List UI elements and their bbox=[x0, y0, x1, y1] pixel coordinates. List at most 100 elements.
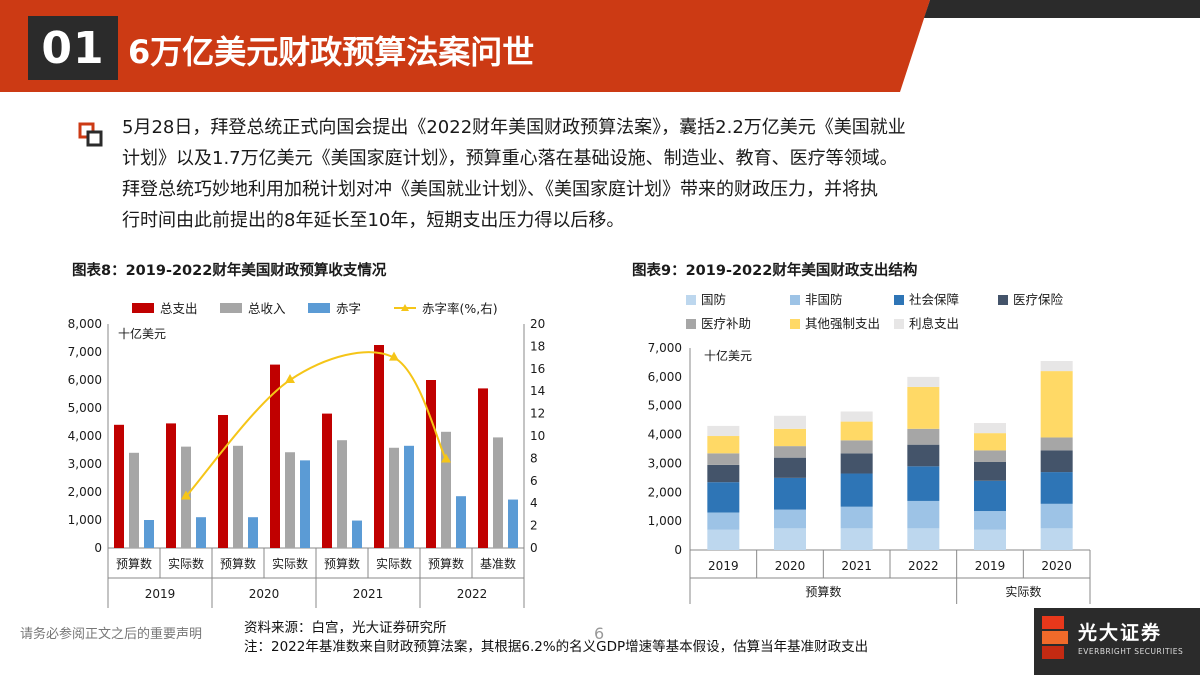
y-tick: 7,000 bbox=[648, 341, 682, 355]
x-tick-label: 2020 bbox=[1041, 559, 1072, 573]
legend-swatch bbox=[894, 319, 904, 329]
stack-segment bbox=[707, 453, 740, 465]
group-label: 预算数 bbox=[805, 584, 841, 599]
bar bbox=[352, 520, 362, 548]
bar bbox=[248, 517, 258, 548]
x-tick-label: 预算数 bbox=[116, 556, 152, 571]
legend-label: 总支出 bbox=[160, 301, 198, 316]
stack-segment bbox=[907, 428, 940, 445]
legend-swatch bbox=[308, 303, 330, 313]
y-tick-right: 2 bbox=[530, 519, 538, 533]
x-tick-label: 预算数 bbox=[220, 556, 256, 571]
summary-line-2: 计划》以及1.7万亿美元《美国家庭计划》，预算重心落在基础设施、制造业、教育、医… bbox=[122, 148, 898, 169]
x-tick-label: 实际数 bbox=[272, 556, 308, 571]
x-tick-label: 预算数 bbox=[428, 556, 464, 571]
legend-label: 国防 bbox=[701, 292, 726, 307]
stack-segment bbox=[774, 509, 806, 529]
stack-segment bbox=[1040, 472, 1073, 504]
x-tick-label: 预算数 bbox=[324, 556, 360, 571]
legend-item: 利息支出 bbox=[894, 316, 959, 331]
bar bbox=[426, 380, 436, 548]
deficit-rate-point bbox=[389, 351, 399, 361]
legend-swatch bbox=[790, 295, 800, 305]
stack-segment bbox=[840, 421, 873, 441]
legend-swatch bbox=[686, 319, 696, 329]
chart8-title: 图表8：2019-2022财年美国财政预算收支情况 bbox=[72, 263, 387, 279]
stack-segment bbox=[707, 436, 740, 454]
bar bbox=[285, 452, 295, 548]
bar bbox=[337, 440, 347, 548]
logo-text-en: EVERBRIGHT SECURITIES bbox=[1078, 647, 1184, 656]
y-tick: 0 bbox=[674, 543, 682, 557]
summary-line-1: 5月28日，拜登总统正式向国会提出《2022财年美国财政预算法案》，囊括2.2万… bbox=[122, 117, 906, 138]
y-tick: 1,000 bbox=[648, 514, 682, 528]
bar bbox=[196, 517, 206, 548]
y-tick-left: 3,000 bbox=[68, 457, 102, 471]
legend-label: 其他强制支出 bbox=[805, 316, 880, 331]
stack-segment bbox=[774, 477, 806, 510]
logo-text-cn: 光大证券 bbox=[1078, 622, 1163, 644]
stack-segment bbox=[707, 512, 740, 530]
legend-item: 总收入 bbox=[220, 301, 286, 316]
source-note: 资料来源：白宫，光大证券研究所 注：2022年基准数来自财政预算法案，其根据6.… bbox=[244, 619, 868, 657]
y-tick-right: 12 bbox=[530, 407, 545, 421]
stack-segment bbox=[774, 528, 806, 550]
y-tick-left: 7,000 bbox=[68, 345, 102, 359]
y-tick-right: 16 bbox=[530, 362, 545, 376]
y-tick-right: 4 bbox=[530, 496, 538, 510]
stack-segment bbox=[840, 453, 873, 474]
legend-swatch bbox=[220, 303, 242, 313]
bar bbox=[389, 447, 399, 548]
group-label: 实际数 bbox=[1005, 584, 1041, 599]
stack-segment bbox=[840, 440, 873, 454]
stack-segment bbox=[774, 446, 806, 458]
x-tick-label: 2022 bbox=[908, 559, 939, 573]
legend-swatch bbox=[894, 295, 904, 305]
legend-label: 总收入 bbox=[248, 301, 286, 316]
x-tick-label: 2019 bbox=[975, 559, 1006, 573]
stack-segment bbox=[974, 461, 1006, 481]
stack-segment bbox=[974, 450, 1006, 462]
square-bullet-icon bbox=[78, 122, 103, 147]
unit-label: 十亿美元 bbox=[118, 326, 166, 341]
stack-segment bbox=[1040, 450, 1073, 473]
chart8-budget-revenue-expenditure: 总支出 总收入 赤字 赤字率(%,右) 8,000 7,000 6,000 5,000 4,00… bbox=[68, 301, 545, 608]
legend-label: 医疗保险 bbox=[1013, 292, 1064, 307]
bar bbox=[456, 496, 466, 548]
y-tick: 2,000 bbox=[648, 485, 682, 499]
stack-segment bbox=[707, 425, 740, 437]
legend-label: 赤字 bbox=[336, 301, 361, 316]
stack-segment bbox=[974, 511, 1006, 530]
y-tick-right: 14 bbox=[530, 384, 545, 398]
bar bbox=[114, 424, 124, 548]
note-line: 注：2022年基准数来自财政预算法案，其根据6.2%的名义GDP增速等基本假设，… bbox=[244, 639, 869, 655]
x-tick-label: 实际数 bbox=[168, 556, 204, 571]
y-tick-right: 20 bbox=[530, 317, 545, 331]
legend-item: 其他强制支出 bbox=[790, 316, 880, 331]
stack-segment bbox=[707, 482, 740, 513]
stack-segment bbox=[907, 466, 940, 501]
group-label: 2019 bbox=[145, 587, 176, 601]
x-tick-label: 2020 bbox=[775, 559, 806, 573]
legend-item: 医疗保险 bbox=[998, 292, 1064, 307]
stack-segment bbox=[774, 457, 806, 478]
x-tick-label: 实际数 bbox=[376, 556, 412, 571]
stack-segment bbox=[1040, 503, 1073, 529]
x-tick-label: 2021 bbox=[841, 559, 872, 573]
legend-item: 社会保障 bbox=[894, 292, 959, 307]
y-tick-left: 5,000 bbox=[68, 401, 102, 415]
y-tick-left: 8,000 bbox=[68, 317, 102, 331]
stack-segment bbox=[774, 415, 806, 429]
bar bbox=[493, 437, 503, 548]
deficit-rate-point bbox=[285, 374, 295, 383]
section-number: 01 bbox=[41, 22, 105, 74]
disclaimer: 请务必参阅正文之后的重要声明 bbox=[20, 627, 203, 642]
bar bbox=[478, 388, 488, 548]
y-tick-right: 8 bbox=[530, 451, 538, 465]
stack-segment bbox=[907, 444, 940, 467]
legend-item: 非国防 bbox=[790, 292, 843, 307]
y-tick: 5,000 bbox=[648, 399, 682, 413]
legend-item: 赤字率(%,右) bbox=[394, 301, 498, 316]
legend-swatch bbox=[998, 295, 1008, 305]
